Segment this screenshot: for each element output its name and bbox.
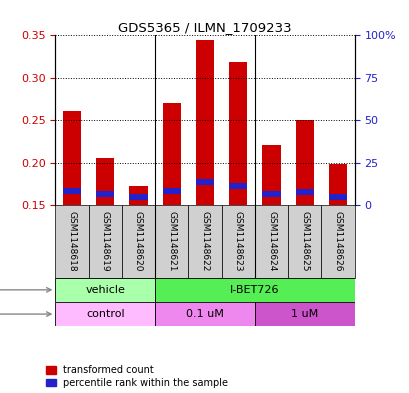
FancyBboxPatch shape [121, 205, 155, 278]
Text: GSM1148626: GSM1148626 [333, 211, 342, 272]
Bar [328, 164, 346, 205]
FancyBboxPatch shape [155, 302, 254, 326]
FancyBboxPatch shape [55, 302, 155, 326]
Bar [63, 187, 81, 194]
Bar [63, 111, 81, 205]
FancyBboxPatch shape [155, 205, 188, 278]
Text: GSM1148621: GSM1148621 [167, 211, 176, 272]
Text: 0.1 uM: 0.1 uM [186, 309, 223, 319]
Bar [96, 158, 114, 205]
Text: GSM1148618: GSM1148618 [67, 211, 76, 272]
FancyBboxPatch shape [288, 205, 321, 278]
Bar [129, 186, 147, 205]
Text: I-BET726: I-BET726 [229, 285, 279, 295]
FancyBboxPatch shape [221, 205, 254, 278]
FancyBboxPatch shape [188, 205, 221, 278]
Text: GSM1148619: GSM1148619 [101, 211, 110, 272]
Bar [229, 184, 247, 189]
Bar [162, 103, 180, 205]
Bar [328, 194, 346, 200]
FancyBboxPatch shape [321, 205, 354, 278]
Bar [196, 40, 213, 205]
Text: GSM1148620: GSM1148620 [134, 211, 143, 272]
Legend: transformed count, percentile rank within the sample: transformed count, percentile rank withi… [46, 365, 228, 388]
Text: control: control [86, 309, 124, 319]
FancyBboxPatch shape [155, 278, 354, 302]
FancyBboxPatch shape [55, 205, 88, 278]
FancyBboxPatch shape [254, 302, 354, 326]
Bar [96, 191, 114, 197]
Text: vehicle: vehicle [85, 285, 125, 295]
Bar [229, 62, 247, 205]
FancyBboxPatch shape [55, 278, 155, 302]
Text: agent: agent [0, 285, 51, 295]
Bar [262, 191, 280, 197]
Text: GSM1148625: GSM1148625 [299, 211, 308, 272]
Bar [295, 120, 313, 205]
FancyBboxPatch shape [88, 205, 121, 278]
Bar [162, 187, 180, 194]
FancyBboxPatch shape [254, 205, 288, 278]
Bar [295, 189, 313, 195]
Text: GSM1148624: GSM1148624 [266, 211, 275, 272]
Bar [262, 145, 280, 205]
Bar [196, 179, 213, 185]
Text: GSM1148622: GSM1148622 [200, 211, 209, 272]
Bar [129, 195, 147, 200]
Text: 1 uM: 1 uM [290, 309, 318, 319]
Title: GDS5365 / ILMN_1709233: GDS5365 / ILMN_1709233 [118, 21, 291, 34]
Text: GSM1148623: GSM1148623 [233, 211, 242, 272]
Text: dose: dose [0, 309, 51, 319]
